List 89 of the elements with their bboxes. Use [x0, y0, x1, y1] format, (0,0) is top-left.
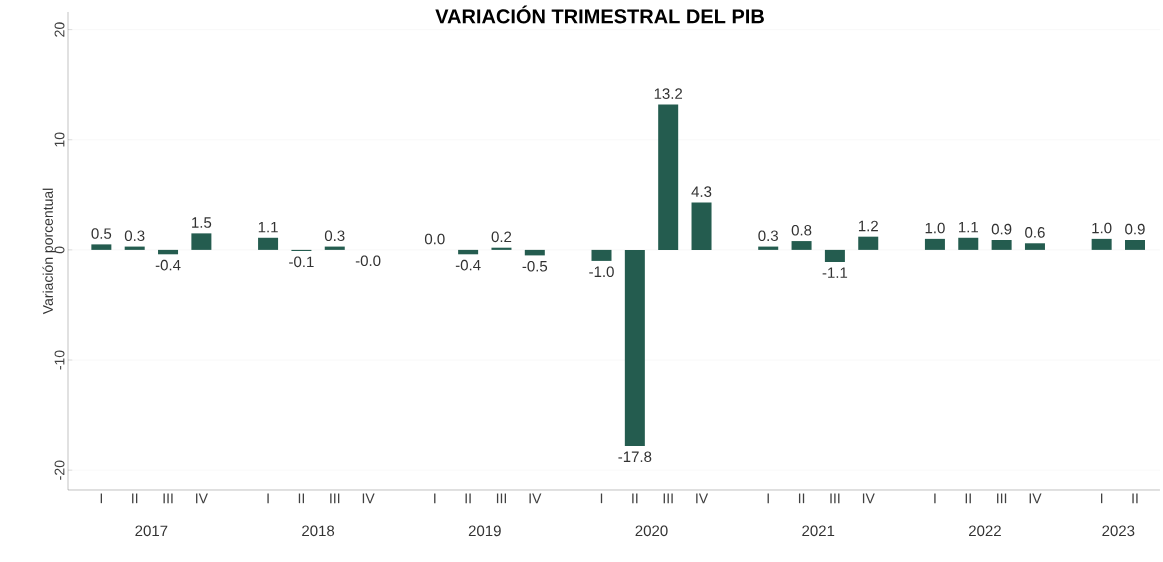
- x-tick-label: II: [632, 493, 638, 504]
- bar: [624, 249, 645, 446]
- x-tick-label: I: [767, 493, 769, 504]
- y-tick-label: 10: [54, 132, 65, 147]
- bar: [524, 249, 545, 256]
- x-tick-label: IV: [696, 493, 709, 504]
- y-tick-label: -20: [54, 460, 65, 480]
- text: 2019: [468, 525, 501, 537]
- bar: [1124, 239, 1145, 250]
- bar: [824, 249, 845, 262]
- text: 2021: [802, 525, 835, 537]
- x-tick-label: IV: [362, 493, 375, 504]
- bar: [158, 249, 179, 255]
- data-label: 0.3: [758, 230, 778, 242]
- data-label: 0.9: [1125, 223, 1145, 235]
- data-label: 1.1: [958, 221, 978, 233]
- x-tick-label: IV: [1029, 493, 1042, 504]
- x-tick-label: IV: [196, 493, 208, 504]
- bar: [258, 237, 279, 250]
- data-label: 1.5: [192, 217, 212, 228]
- data-label: 0.2: [491, 231, 512, 243]
- y-tick-label: -10: [54, 350, 65, 370]
- data-label: -1.0: [589, 266, 614, 278]
- data-label: 0.8: [791, 224, 812, 236]
- x-tick-label: II: [798, 493, 805, 504]
- data-label: 1.1: [258, 221, 278, 233]
- text: 2018: [302, 525, 335, 537]
- data-label: 1.2: [858, 220, 878, 232]
- bar: [491, 247, 512, 250]
- bar: [924, 238, 945, 250]
- x-tick-label: I: [1100, 493, 1103, 504]
- data-label: 0.5: [91, 228, 112, 239]
- data-label: 4.3: [691, 186, 712, 197]
- bar: [958, 237, 979, 250]
- text: 2022: [969, 525, 1001, 537]
- x-tick-label: I: [934, 493, 936, 504]
- bar: [758, 246, 779, 250]
- x-tick-label: I: [100, 493, 103, 504]
- bar: [791, 241, 812, 250]
- data-label: 1.0: [925, 222, 945, 234]
- data-label: 0.0: [424, 233, 445, 245]
- bar: [1024, 243, 1045, 250]
- data-label: -0.5: [522, 260, 548, 272]
- bar: [591, 249, 612, 261]
- data-label: 1.0: [1092, 222, 1112, 234]
- data-label: 0.3: [324, 230, 345, 242]
- data-label: -0.4: [155, 259, 181, 271]
- bar: [124, 246, 145, 250]
- x-tick-label: III: [663, 493, 673, 504]
- y-axis-title: Variación porcentual: [42, 188, 56, 315]
- bar: [91, 244, 112, 250]
- bar: [658, 104, 679, 250]
- bar: [191, 233, 212, 250]
- text: 2017: [135, 525, 168, 537]
- x-tick-label: I: [434, 493, 436, 504]
- x-tick-label: III: [330, 493, 340, 504]
- data-label: -0.1: [289, 256, 314, 268]
- x-tick-label: III: [163, 493, 173, 504]
- x-tick-label: IV: [529, 493, 542, 504]
- text: 2020: [635, 525, 668, 537]
- bar: [458, 249, 479, 255]
- chart-title: VARIACIÓN TRIMESTRAL DEL PIB: [435, 5, 764, 24]
- x-tick-label: III: [496, 493, 507, 504]
- x-tick-label: II: [965, 493, 971, 504]
- x-tick-label: IV: [862, 493, 875, 504]
- x-tick-label: II: [132, 493, 138, 504]
- text: 2023: [1102, 525, 1135, 537]
- x-tick-label: I: [267, 493, 269, 504]
- x-tick-label: II: [298, 493, 305, 504]
- data-label: 13.2: [654, 88, 683, 99]
- y-tick-label: 20: [54, 22, 65, 37]
- data-label: -0.4: [455, 259, 481, 271]
- bar: [1091, 238, 1112, 250]
- x-tick-label: II: [465, 493, 471, 504]
- bar: [324, 246, 345, 250]
- y-tick-label: 0: [54, 246, 65, 254]
- x-tick-label: III: [830, 493, 840, 504]
- data-label: 0.9: [991, 223, 1012, 235]
- bar: [691, 202, 712, 250]
- bar: [991, 239, 1012, 250]
- data-label: -1.1: [822, 267, 848, 278]
- x-tick-label: III: [997, 493, 1007, 504]
- data-label: 0.3: [124, 230, 145, 242]
- data-label: -17.8: [618, 451, 652, 463]
- data-label: 0.6: [1025, 227, 1045, 238]
- data-label: -0.0: [355, 255, 381, 267]
- bar: [858, 236, 879, 250]
- x-tick-label: II: [1132, 493, 1138, 504]
- x-tick-label: I: [600, 493, 603, 504]
